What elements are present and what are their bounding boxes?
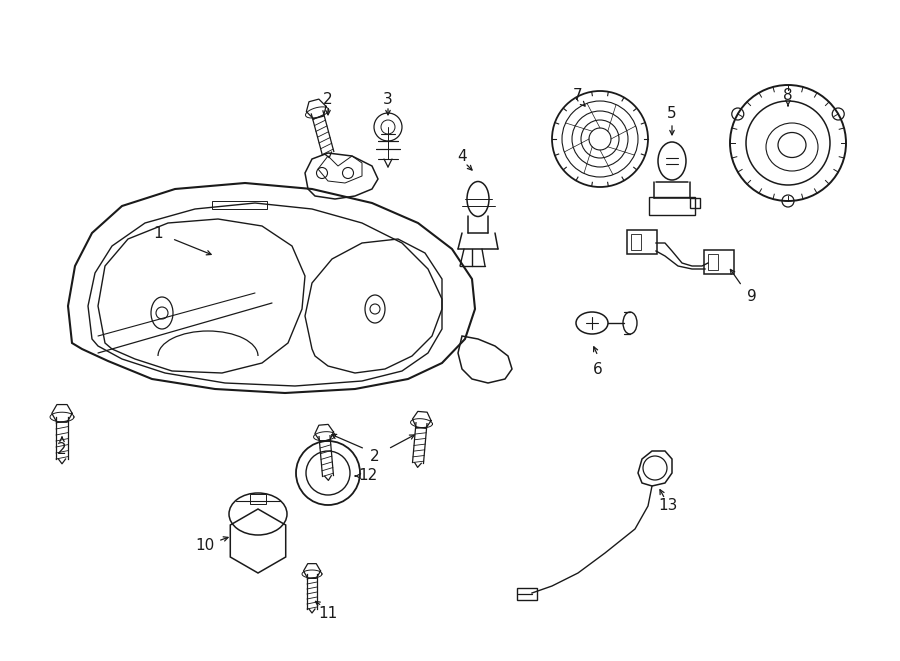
Text: 6: 6 [593, 362, 603, 377]
Text: 2: 2 [323, 91, 333, 106]
Text: 12: 12 [358, 469, 378, 483]
Text: 7: 7 [573, 89, 583, 104]
Text: 13: 13 [658, 498, 678, 514]
Text: 8: 8 [783, 89, 793, 104]
Text: 5: 5 [667, 106, 677, 120]
Text: 2: 2 [58, 442, 67, 457]
Text: 2: 2 [370, 449, 380, 463]
Text: 4: 4 [457, 149, 467, 163]
Text: 11: 11 [319, 605, 338, 621]
Text: 3: 3 [383, 91, 393, 106]
Text: 1: 1 [153, 225, 163, 241]
Text: 9: 9 [747, 288, 757, 303]
Text: 10: 10 [195, 539, 214, 553]
